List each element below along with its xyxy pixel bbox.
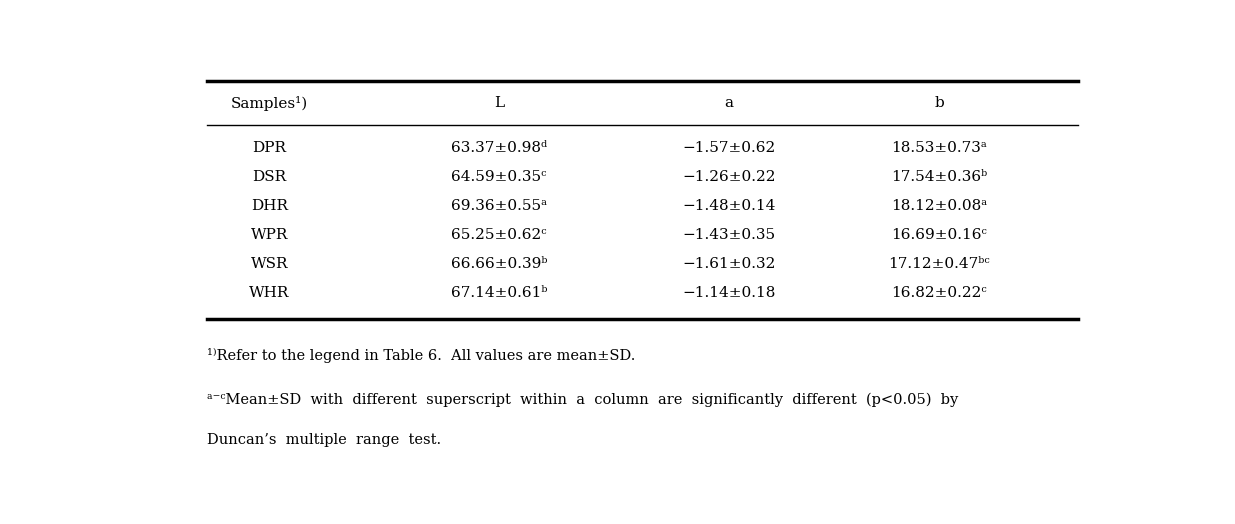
Text: DHR: DHR <box>251 199 288 213</box>
Text: a: a <box>724 96 734 110</box>
Text: WHR: WHR <box>249 286 289 300</box>
Text: −1.26±0.22: −1.26±0.22 <box>682 170 776 183</box>
Text: b: b <box>935 96 944 110</box>
Text: 18.53±0.73ᵃ: 18.53±0.73ᵃ <box>892 140 987 155</box>
Text: 16.69±0.16ᶜ: 16.69±0.16ᶜ <box>892 228 987 242</box>
Text: 63.37±0.98ᵈ: 63.37±0.98ᵈ <box>451 140 547 155</box>
Text: −1.61±0.32: −1.61±0.32 <box>682 257 776 271</box>
Text: 64.59±0.35ᶜ: 64.59±0.35ᶜ <box>451 170 547 183</box>
Text: 17.12±0.47ᵇᶜ: 17.12±0.47ᵇᶜ <box>888 257 990 271</box>
Text: 18.12±0.08ᵃ: 18.12±0.08ᵃ <box>892 199 987 213</box>
Text: Samples¹): Samples¹) <box>231 96 308 111</box>
Text: DSR: DSR <box>252 170 287 183</box>
Text: 69.36±0.55ᵃ: 69.36±0.55ᵃ <box>451 199 547 213</box>
Text: DPR: DPR <box>252 140 287 155</box>
Text: WSR: WSR <box>251 257 288 271</box>
Text: ¹⁾Refer to the legend in Table 6.  All values are mean±SD.: ¹⁾Refer to the legend in Table 6. All va… <box>207 348 635 363</box>
Text: 65.25±0.62ᶜ: 65.25±0.62ᶜ <box>451 228 547 242</box>
Text: L: L <box>494 96 504 110</box>
Text: −1.57±0.62: −1.57±0.62 <box>682 140 776 155</box>
Text: 67.14±0.61ᵇ: 67.14±0.61ᵇ <box>451 286 547 300</box>
Text: 66.66±0.39ᵇ: 66.66±0.39ᵇ <box>451 257 547 271</box>
Text: 16.82±0.22ᶜ: 16.82±0.22ᶜ <box>892 286 987 300</box>
Text: Duncan’s  multiple  range  test.: Duncan’s multiple range test. <box>207 433 441 447</box>
Text: −1.48±0.14: −1.48±0.14 <box>682 199 776 213</box>
Text: WPR: WPR <box>251 228 288 242</box>
Text: ᵃ⁻ᶜMean±SD  with  different  superscript  within  a  column  are  significantly : ᵃ⁻ᶜMean±SD with different superscript wi… <box>207 392 958 407</box>
Text: 17.54±0.36ᵇ: 17.54±0.36ᵇ <box>892 170 987 183</box>
Text: −1.14±0.18: −1.14±0.18 <box>682 286 776 300</box>
Text: −1.43±0.35: −1.43±0.35 <box>682 228 776 242</box>
